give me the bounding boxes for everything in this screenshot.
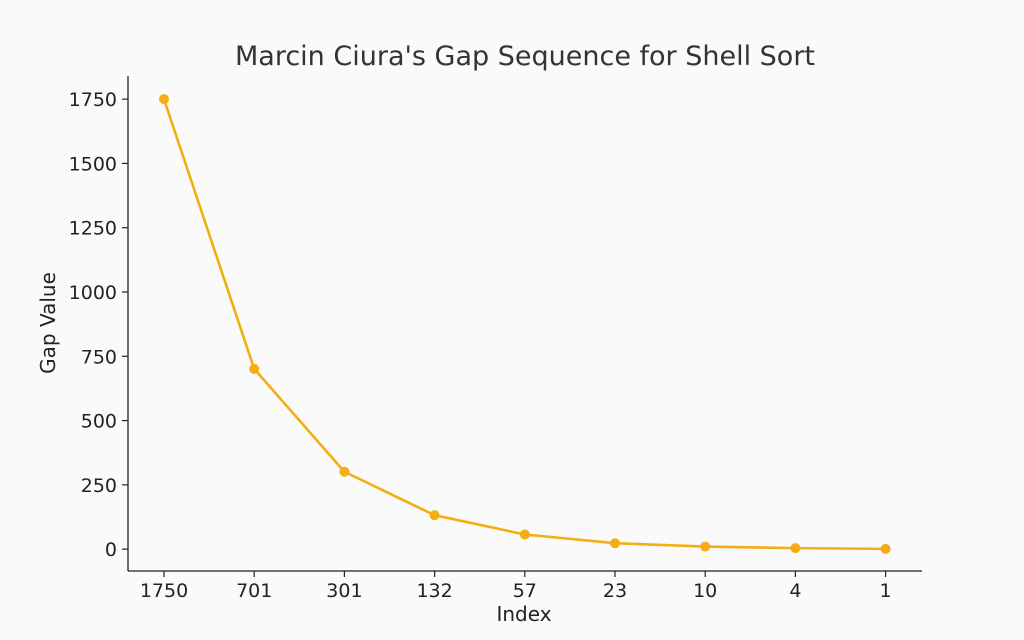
y-tick-label: 500	[81, 411, 117, 433]
y-tick-label: 1750	[69, 89, 117, 111]
data-point	[519, 529, 530, 540]
data-point	[610, 538, 620, 549]
y-tick-label: 1250	[69, 218, 117, 240]
data-point	[880, 543, 891, 554]
x-tick-label: 132	[416, 580, 452, 602]
x-tick-label: 10	[693, 580, 717, 602]
data-point	[700, 541, 711, 552]
y-ticks: 0 250 500 750 1000 1250 1500 1750	[69, 89, 128, 561]
data-point	[249, 363, 260, 374]
y-axis-label: Gap Value	[36, 272, 60, 374]
y-tick-label: 0	[105, 539, 117, 561]
series-layer	[159, 94, 891, 554]
data-point	[159, 94, 169, 105]
x-ticks: 1750 701 301 132 57 23 10 4 1	[140, 571, 892, 602]
data-point	[790, 543, 801, 554]
y-tick-label: 250	[81, 475, 117, 497]
data-point	[429, 510, 440, 521]
x-tick-label: 301	[326, 580, 362, 602]
data-point	[339, 466, 350, 477]
x-tick-label: 1750	[140, 580, 188, 602]
y-tick-label: 750	[81, 346, 117, 368]
series-line	[162, 97, 887, 551]
chart-title: Marcin Ciura's Gap Sequence for Shell So…	[235, 41, 815, 72]
x-tick-label: 57	[513, 580, 537, 602]
axes	[127, 76, 922, 572]
y-tick-label: 1500	[69, 153, 117, 175]
x-axis-label: Index	[496, 602, 551, 626]
x-tick-label: 701	[236, 580, 272, 602]
y-tick-label: 1000	[69, 282, 117, 304]
x-tick-label: 1	[880, 580, 892, 602]
x-tick-label: 4	[789, 580, 801, 602]
x-tick-label: 23	[603, 580, 627, 602]
